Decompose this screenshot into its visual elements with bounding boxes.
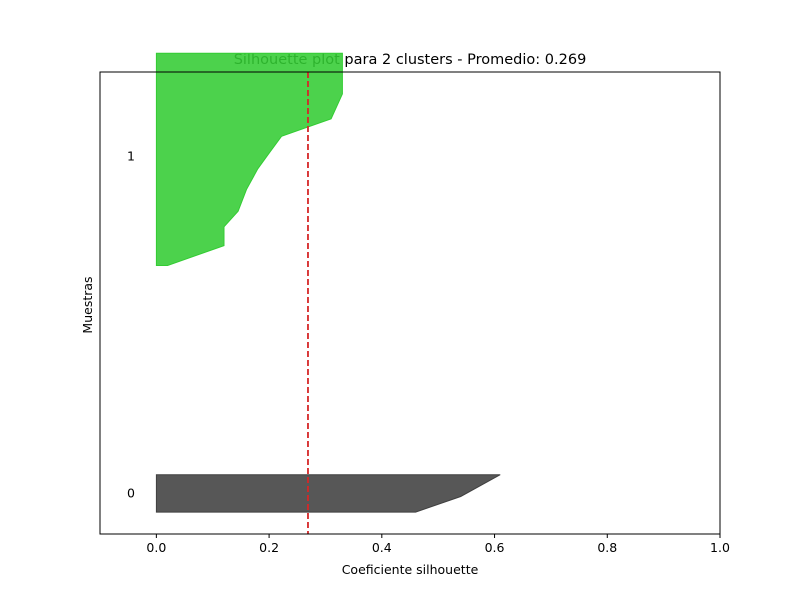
- x-tick-label: 0.6: [485, 540, 505, 555]
- x-tick-label: 0.0: [146, 540, 166, 555]
- x-axis-label: Coeficiente silhouette: [342, 562, 479, 577]
- cluster-labels: 01: [127, 148, 135, 500]
- y-axis-label: Muestras: [80, 276, 95, 333]
- x-axis-ticks: 0.0 0.2 0.4 0.6 0.8 1.0: [146, 534, 730, 555]
- plot-frame: [99, 71, 721, 535]
- x-tick-label: 1.0: [710, 540, 730, 555]
- x-tick-label: 0.4: [372, 540, 392, 555]
- clusters-layer: [155, 52, 501, 513]
- x-tick-label: 0.2: [259, 540, 279, 555]
- cluster-0-silhouette: [155, 474, 501, 513]
- cluster-label-0: 0: [127, 485, 135, 500]
- x-tick-label: 0.8: [597, 540, 617, 555]
- cluster-1-silhouette: [155, 52, 343, 266]
- cluster-label-1: 1: [127, 148, 135, 163]
